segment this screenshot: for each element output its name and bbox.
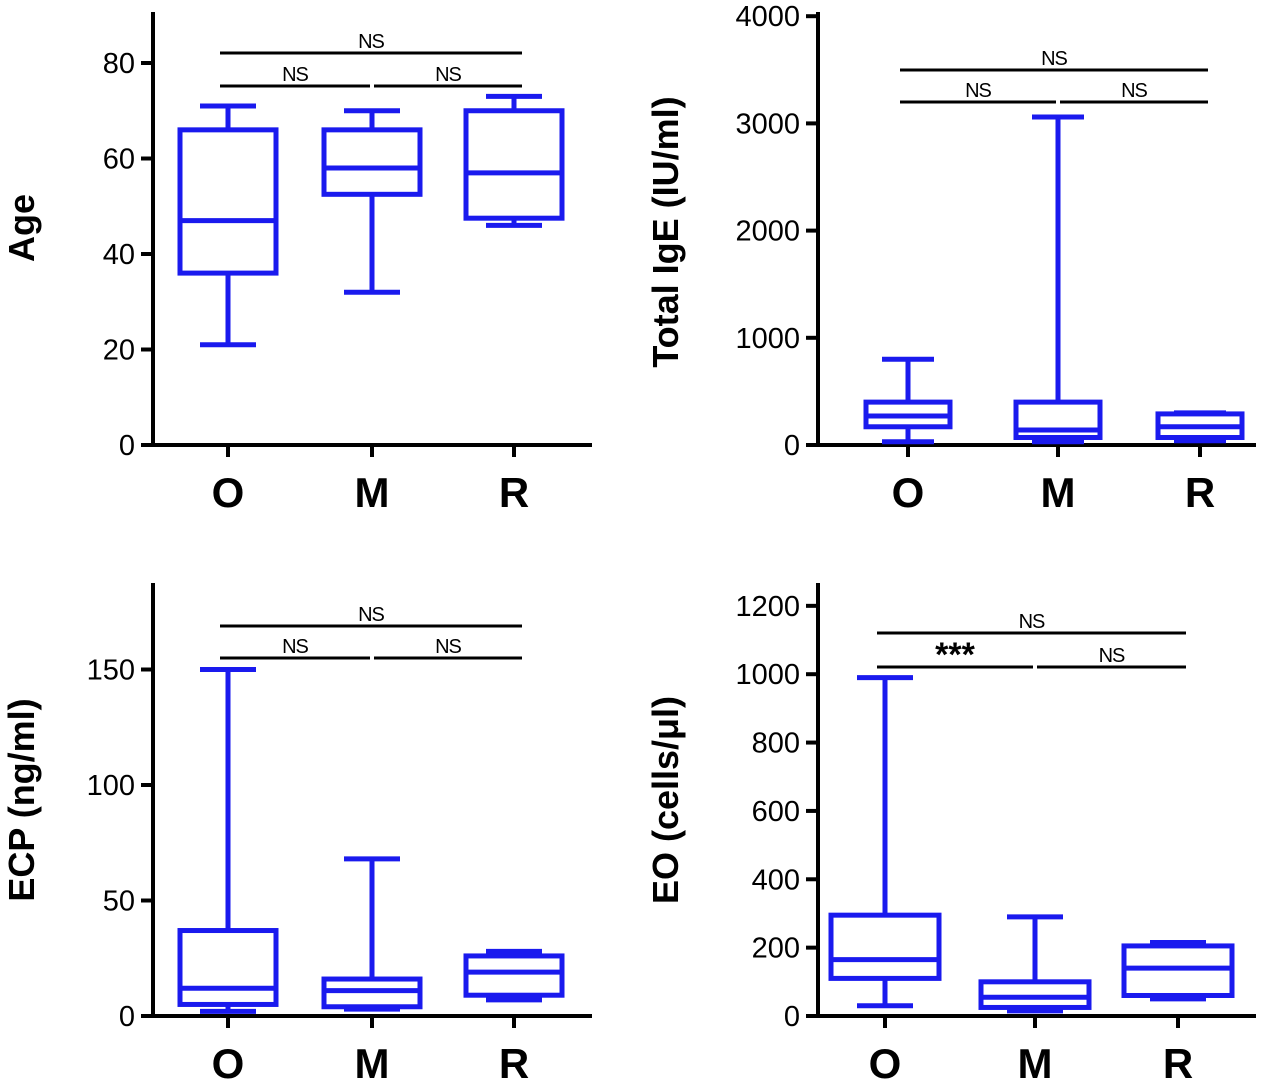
- y-tick-label: 1000: [735, 323, 800, 355]
- significance-label: NS: [282, 636, 308, 658]
- y-tick-label: 150: [87, 655, 135, 687]
- y-tick-label: 400: [752, 864, 800, 896]
- significance-label: ***: [935, 636, 975, 674]
- y-tick-label: 100: [87, 770, 135, 802]
- y-tick-label: 50: [103, 886, 135, 918]
- significance-label: NS: [1121, 80, 1147, 102]
- y-tick-label: 40: [103, 239, 135, 271]
- x-tick-label: O: [892, 469, 925, 516]
- x-tick-label: R: [499, 469, 529, 516]
- y-axis-title: EO (cells/μl): [645, 696, 686, 904]
- box-R: [1121, 940, 1235, 1002]
- y-tick-label: 2000: [735, 216, 800, 248]
- x-tick-label: M: [355, 469, 390, 516]
- significance-label: NS: [1099, 645, 1125, 667]
- iqr-box: [463, 108, 565, 221]
- y-tick-label: 0: [119, 430, 135, 462]
- box-R: [463, 948, 565, 1003]
- significance-label: NS: [435, 636, 461, 658]
- chart-panel-3: 0 50 100 150 O M R ECP (ng/ml) NS NS NS: [1, 583, 592, 1080]
- box-M: [321, 108, 423, 295]
- y-tick-label: 0: [784, 1001, 800, 1033]
- significance-label: NS: [358, 604, 384, 626]
- x-tick-label: O: [869, 1040, 902, 1080]
- x-tick-label: M: [1041, 469, 1076, 516]
- y-tick-label: 0: [784, 430, 800, 462]
- box-O: [863, 356, 953, 445]
- box-O: [177, 103, 279, 348]
- y-axis-title: Total IgE (IU/ml): [645, 96, 686, 367]
- y-tick-label: 4000: [735, 1, 800, 33]
- box-O: [177, 667, 279, 1014]
- y-tick-label: 0: [119, 1001, 135, 1033]
- significance-label: NS: [282, 64, 308, 86]
- iqr-box: [177, 928, 279, 1007]
- x-tick-label: M: [355, 1040, 390, 1080]
- y-tick-label: 20: [103, 335, 135, 367]
- x-tick-label: O: [212, 469, 245, 516]
- y-tick-label: 3000: [735, 108, 800, 140]
- iqr-box: [177, 127, 279, 276]
- x-tick-label: O: [212, 1040, 245, 1080]
- box-M: [978, 914, 1092, 1014]
- x-tick-label: R: [1185, 469, 1215, 516]
- y-tick-label: 200: [752, 933, 800, 965]
- iqr-box: [828, 912, 942, 981]
- y-axis-title: Age: [1, 194, 42, 262]
- y-tick-label: 1200: [735, 591, 800, 623]
- box-O: [828, 675, 942, 1009]
- box-M: [321, 856, 423, 1012]
- y-axis-title: ECP (ng/ml): [1, 698, 42, 901]
- box-R: [463, 93, 565, 228]
- iqr-box: [463, 953, 565, 998]
- x-tick-label: M: [1018, 1040, 1053, 1080]
- x-tick-label: R: [1163, 1040, 1193, 1080]
- x-tick-label: R: [499, 1040, 529, 1080]
- iqr-box: [1121, 943, 1235, 998]
- box-R: [1155, 410, 1245, 444]
- y-tick-label: 600: [752, 796, 800, 828]
- chart-panel-2: 0 1000 2000 3000 4000 O M R Total IgE (IU/ml) NS N…: [645, 1, 1256, 516]
- significance-label: NS: [435, 64, 461, 86]
- significance-label: NS: [1019, 611, 1045, 633]
- box-M: [1013, 114, 1103, 445]
- chart-panel-1: 0 20 40 60 80 O M R Age NS NS NS: [1, 12, 592, 516]
- y-tick-label: 1000: [735, 659, 800, 691]
- y-tick-label: 80: [103, 48, 135, 80]
- significance-label: NS: [358, 31, 384, 53]
- significance-label: NS: [965, 80, 991, 102]
- significance-label: NS: [1041, 48, 1067, 70]
- y-tick-label: 60: [103, 144, 135, 176]
- iqr-box: [321, 127, 423, 197]
- iqr-box: [978, 979, 1092, 1010]
- chart-panel-4: 0 200 400 600 800 1000 1200 O M R EO (cells/μl) NS *…: [645, 583, 1256, 1080]
- y-tick-label: 800: [752, 728, 800, 760]
